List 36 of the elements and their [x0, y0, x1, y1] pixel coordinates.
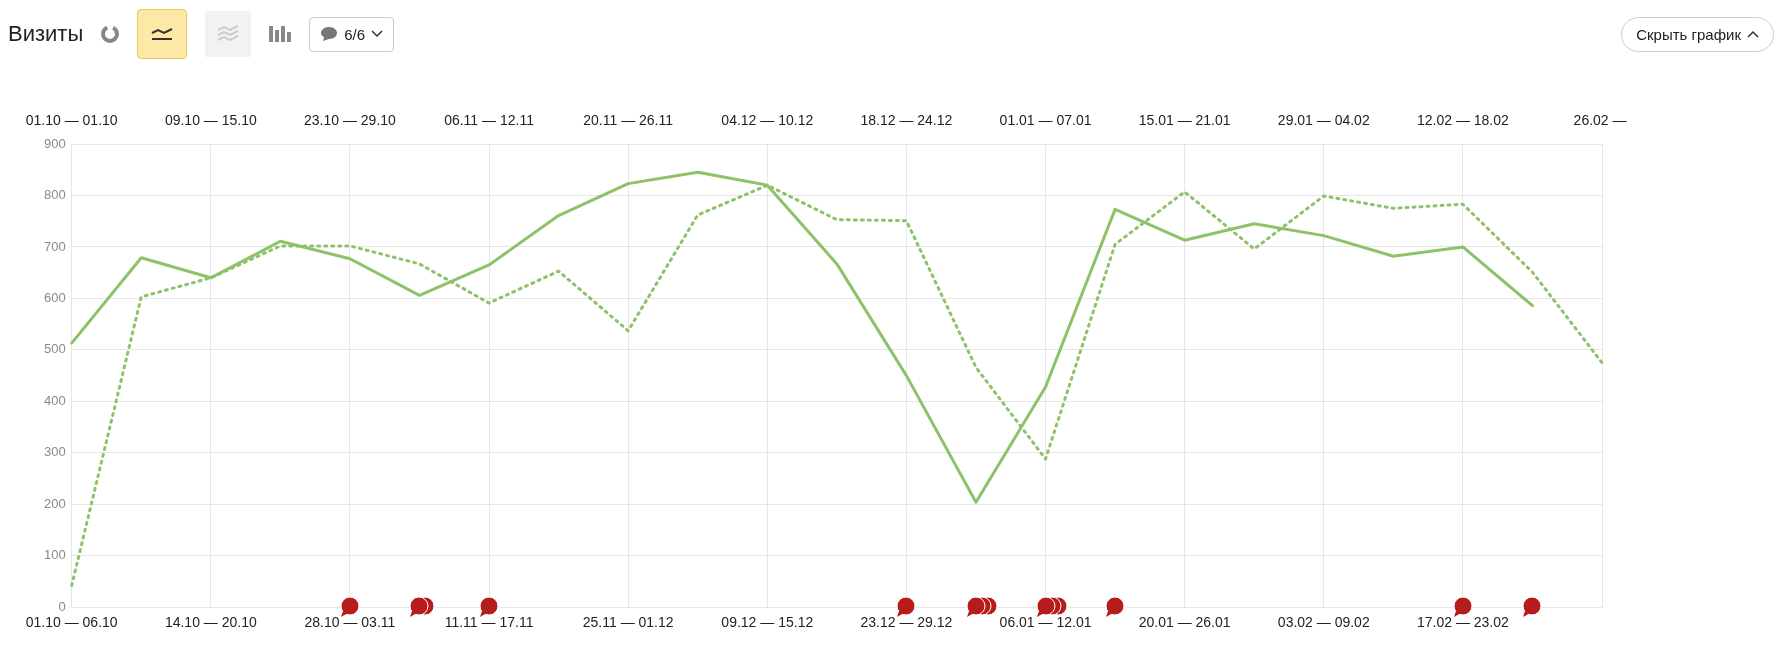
x-tick-label: 28.10 — 03.11: [304, 614, 396, 631]
text: 09.10 — 15.10: [164, 111, 257, 128]
x-tick-label: 14.10 — 20.10: [164, 614, 257, 631]
text: 6/6: [344, 25, 366, 43]
y-tick-label: 900: [43, 135, 66, 151]
text: 06.11 — 12.11: [444, 111, 535, 128]
text: 01.10 — 01.10: [25, 111, 118, 128]
x-tick-label: 17.02 — 23.02: [1416, 614, 1510, 631]
text: 12.02 — 18.02: [1416, 111, 1510, 128]
x-tick-label: 23.12 — 29.12: [860, 614, 953, 631]
y-tick-label: 500: [43, 341, 66, 357]
chart-title: Визиты: [8, 21, 84, 47]
text: 23.10 — 29.10: [304, 111, 397, 128]
text: 04.12 — 10.12: [721, 111, 814, 128]
y-tick-label: 700: [43, 238, 66, 254]
y-tick-label: 600: [43, 289, 66, 305]
x-tick-label: 06.01 — 12.01: [999, 614, 1092, 631]
y-tick-label: 400: [43, 392, 66, 408]
y-tick-label: 0: [58, 598, 66, 614]
text: 29.01 — 04.02: [1277, 111, 1370, 128]
y-tick-label: 300: [43, 444, 66, 460]
text: 26.02 —: [1573, 111, 1631, 128]
text: 01.01 — 07.01: [999, 111, 1092, 128]
text: 15.01 — 21.01: [1138, 111, 1231, 128]
y-tick-label: 200: [43, 495, 66, 511]
x-tick-label: 20.01 — 26.01: [1138, 614, 1231, 631]
x-tick-label: 25.11 — 01.12: [582, 614, 674, 631]
x-tick-label: 09.12 — 15.12: [721, 614, 814, 631]
y-tick-label: 800: [43, 187, 66, 203]
text: 20.11 — 26.11: [583, 111, 674, 128]
y-tick-label: 100: [43, 547, 66, 563]
x-tick-label: 03.02 — 09.02: [1277, 614, 1370, 631]
x-tick-label: 01.10 — 06.10: [25, 614, 118, 631]
x-tick-label: 11.11 — 17.11: [444, 614, 534, 631]
text: 18.12 — 24.12: [860, 111, 953, 128]
text: Скрыть график: [1636, 25, 1741, 43]
